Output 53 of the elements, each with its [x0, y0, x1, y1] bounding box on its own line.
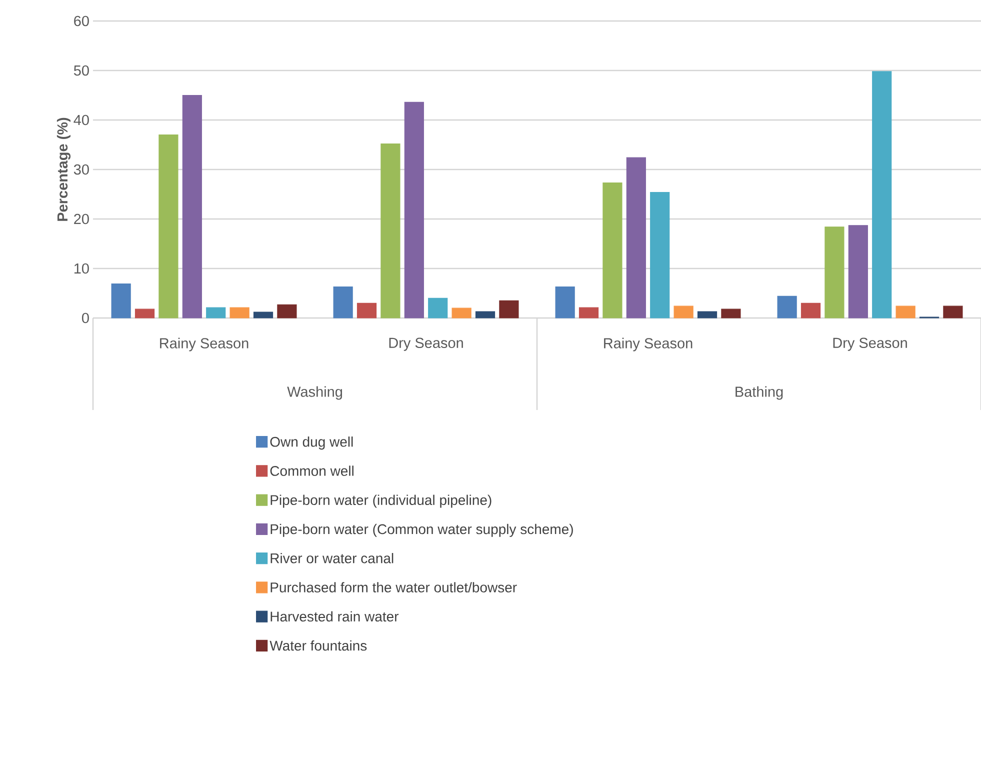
- x-tick-label: Dry Season: [833, 338, 907, 351]
- bar: [721, 308, 741, 318]
- bar: [356, 302, 377, 318]
- bar: [428, 298, 448, 318]
- bar: [277, 304, 297, 318]
- bar: [777, 296, 797, 318]
- bar: [872, 71, 892, 318]
- y-tick-label: 20: [74, 214, 89, 224]
- bar: [800, 302, 821, 318]
- bar: [452, 308, 472, 318]
- bar: [578, 307, 599, 318]
- legend-label: Common well: [270, 466, 354, 476]
- bar: [848, 225, 868, 318]
- bar: [555, 286, 575, 318]
- bar: [404, 102, 424, 318]
- bar: [158, 134, 178, 318]
- y-tick-label: 10: [74, 263, 89, 274]
- y-tick-label: 40: [74, 114, 89, 126]
- bar: [697, 311, 718, 318]
- legend-label: Harvested rain water: [270, 611, 399, 622]
- legend-label: Water fountains: [270, 640, 367, 651]
- y-tick-label: 50: [74, 65, 89, 76]
- y-tick-label: 60: [74, 16, 89, 26]
- bar: [499, 300, 519, 318]
- legend-label: Purchased form the water outlet/bowser: [270, 582, 517, 592]
- bar: [602, 182, 622, 318]
- legend-label: River or water canal: [270, 553, 394, 564]
- legend-label: Pipe-born water (Common water supply scheme): [270, 524, 573, 537]
- bar: [824, 226, 844, 318]
- bar: [111, 284, 131, 318]
- legend-label: Own dug well: [270, 436, 353, 450]
- bar: [230, 307, 250, 318]
- y-tick-label: 30: [74, 164, 89, 175]
- legend-label: Pipe-born water (individual pipeline): [270, 494, 492, 508]
- text: Washing: [287, 386, 342, 400]
- bar: [206, 307, 226, 318]
- y-tick-label: 0: [82, 312, 89, 324]
- bar: [475, 311, 496, 318]
- bar: [182, 94, 202, 318]
- bar: [626, 157, 646, 318]
- x-tick-label: Rainy Season: [160, 338, 248, 352]
- bar: [943, 306, 963, 318]
- bar: [134, 308, 155, 318]
- bar: [650, 192, 670, 318]
- text: Bathing: [736, 386, 783, 400]
- x-tick-label: Dry Season: [389, 338, 463, 351]
- bar: [253, 312, 274, 318]
- bar: [674, 306, 694, 318]
- bar: [333, 286, 353, 318]
- bar: [380, 143, 400, 318]
- y-axis-title: Percentage (%): [56, 118, 71, 221]
- bar: [896, 306, 916, 318]
- x-tick-label: Rainy Season: [604, 338, 692, 352]
